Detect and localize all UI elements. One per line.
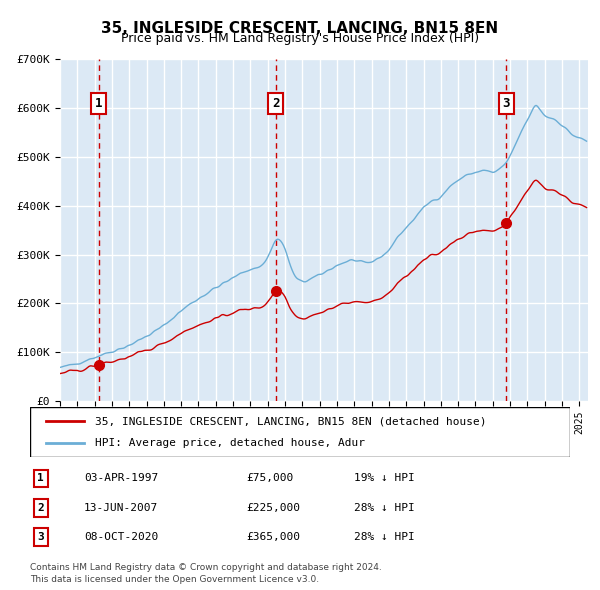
Text: 28% ↓ HPI: 28% ↓ HPI [354, 503, 415, 513]
Text: 13-JUN-2007: 13-JUN-2007 [84, 503, 158, 513]
Text: 3: 3 [502, 97, 510, 110]
Text: 35, INGLESIDE CRESCENT, LANCING, BN15 8EN (detached house): 35, INGLESIDE CRESCENT, LANCING, BN15 8E… [95, 416, 487, 426]
Text: 03-APR-1997: 03-APR-1997 [84, 474, 158, 483]
Text: This data is licensed under the Open Government Licence v3.0.: This data is licensed under the Open Gov… [30, 575, 319, 584]
Text: £225,000: £225,000 [246, 503, 300, 513]
Text: 35, INGLESIDE CRESCENT, LANCING, BN15 8EN: 35, INGLESIDE CRESCENT, LANCING, BN15 8E… [101, 21, 499, 35]
FancyBboxPatch shape [30, 407, 570, 457]
Text: HPI: Average price, detached house, Adur: HPI: Average price, detached house, Adur [95, 438, 365, 448]
Text: £75,000: £75,000 [246, 474, 293, 483]
Text: Price paid vs. HM Land Registry's House Price Index (HPI): Price paid vs. HM Land Registry's House … [121, 32, 479, 45]
Text: 19% ↓ HPI: 19% ↓ HPI [354, 474, 415, 483]
Text: 2: 2 [272, 97, 279, 110]
Text: Contains HM Land Registry data © Crown copyright and database right 2024.: Contains HM Land Registry data © Crown c… [30, 563, 382, 572]
Text: 08-OCT-2020: 08-OCT-2020 [84, 532, 158, 542]
Text: 1: 1 [37, 474, 44, 483]
Text: 3: 3 [37, 532, 44, 542]
Text: £365,000: £365,000 [246, 532, 300, 542]
Text: 2: 2 [37, 503, 44, 513]
Text: 1: 1 [95, 97, 103, 110]
Text: 28% ↓ HPI: 28% ↓ HPI [354, 532, 415, 542]
